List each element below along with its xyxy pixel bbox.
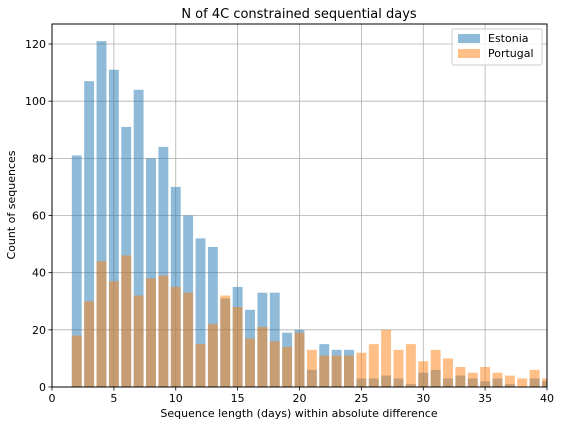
bar-portugal: [245, 338, 255, 387]
bar-portugal: [121, 255, 132, 387]
x-tick-label: 40: [540, 392, 554, 405]
bar-portugal: [542, 378, 547, 387]
bar-portugal: [529, 369, 540, 387]
bar-estonia: [158, 146, 169, 387]
x-tick-label: 35: [478, 392, 492, 405]
bar-estonia: [207, 246, 218, 387]
bar-portugal: [381, 329, 392, 387]
bar-portugal: [368, 344, 379, 387]
x-tick-label: 0: [49, 392, 56, 405]
bar-portugal: [232, 306, 243, 387]
bar-estonia: [71, 155, 82, 387]
x-tick-label: 30: [416, 392, 430, 405]
bar-portugal: [443, 358, 453, 387]
bar-estonia: [96, 41, 107, 388]
bar-portugal: [220, 295, 231, 387]
bar-portugal: [183, 292, 194, 387]
bar-portugal: [84, 301, 95, 387]
bar-estonia: [269, 292, 280, 387]
bar-estonia: [108, 69, 119, 387]
y-tick-label: 60: [32, 210, 46, 223]
bar-portugal: [257, 326, 268, 387]
bar-portugal: [207, 324, 218, 387]
y-tick-label: 40: [32, 267, 46, 280]
legend-swatch-portugal: [458, 49, 480, 58]
bar-portugal: [344, 355, 354, 387]
legend-label-estonia: Estonia: [488, 32, 529, 45]
bar-portugal: [467, 372, 478, 387]
bar-portugal: [158, 275, 169, 387]
bar-estonia: [195, 238, 206, 387]
y-tick-label: 20: [32, 324, 46, 337]
x-tick-label: 10: [169, 392, 183, 405]
bar-estonia: [146, 158, 156, 387]
bar-portugal: [393, 349, 404, 387]
bar-portugal: [195, 344, 206, 387]
x-axis-title: Sequence length (days) within absolute d…: [160, 407, 437, 420]
bar-portugal: [306, 349, 317, 387]
bar-portugal: [517, 378, 528, 387]
bar-portugal: [108, 281, 119, 387]
bar-portugal: [430, 349, 441, 387]
bars: [71, 41, 547, 388]
legend-label-portugal: Portugal: [488, 47, 534, 60]
bar-portugal: [269, 341, 280, 387]
bar-portugal: [71, 335, 82, 387]
bar-portugal: [356, 352, 367, 387]
x-tick-label: 5: [110, 392, 117, 405]
x-tick-label: 25: [354, 392, 368, 405]
bar-portugal: [282, 346, 293, 387]
bar-portugal: [146, 278, 156, 387]
y-axis-title: Count of sequences: [5, 150, 18, 259]
ticks: 0 5 10 15 20 25 30 35 40 0 20 40 60 80 100 120: [25, 38, 554, 405]
bar-portugal: [331, 355, 342, 387]
bar-portugal: [418, 361, 429, 387]
bar-portugal: [480, 366, 491, 387]
legend-swatch-estonia: [458, 34, 480, 43]
bar-portugal: [319, 355, 330, 387]
y-tick-label: 0: [39, 381, 46, 394]
chart-title: N of 4C constrained sequential days: [181, 7, 417, 22]
bar-estonia: [84, 81, 95, 388]
bar-portugal: [504, 375, 515, 387]
bar-portugal: [133, 295, 144, 387]
y-tick-label: 100: [25, 95, 46, 108]
bar-portugal: [455, 366, 466, 387]
bar-portugal: [492, 372, 503, 387]
legend: Estonia Portugal: [451, 28, 543, 66]
x-tick-label: 15: [231, 392, 245, 405]
y-tick-label: 120: [25, 38, 46, 51]
bar-portugal: [294, 332, 305, 387]
y-tick-label: 80: [32, 152, 46, 165]
bar-portugal: [405, 344, 416, 387]
x-tick-label: 20: [293, 392, 307, 405]
bar-estonia: [133, 89, 144, 387]
bar-portugal: [170, 286, 181, 387]
bar-portugal: [96, 261, 107, 387]
